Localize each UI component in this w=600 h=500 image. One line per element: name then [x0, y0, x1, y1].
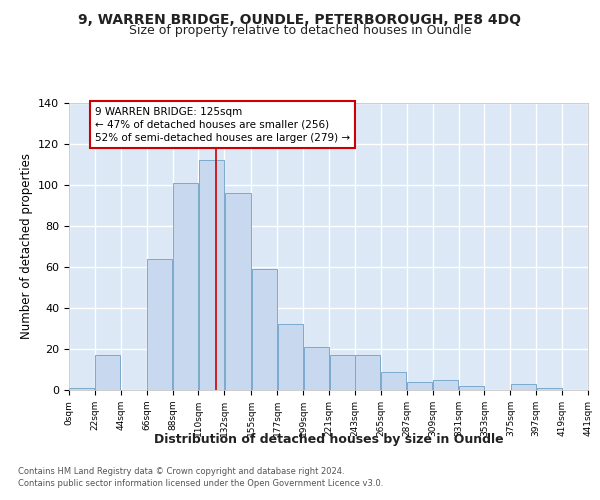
Text: 9 WARREN BRIDGE: 125sqm
← 47% of detached houses are smaller (256)
52% of semi-d: 9 WARREN BRIDGE: 125sqm ← 47% of detache… — [95, 106, 350, 143]
Text: 9, WARREN BRIDGE, OUNDLE, PETERBOROUGH, PE8 4DQ: 9, WARREN BRIDGE, OUNDLE, PETERBOROUGH, … — [79, 12, 521, 26]
Bar — [382, 372, 406, 390]
Y-axis label: Number of detached properties: Number of detached properties — [20, 153, 32, 340]
Text: Distribution of detached houses by size in Oundle: Distribution of detached houses by size … — [154, 432, 503, 446]
Bar — [278, 324, 303, 390]
Bar — [355, 355, 380, 390]
Bar — [70, 388, 94, 390]
Bar — [459, 386, 484, 390]
Bar — [407, 382, 432, 390]
Text: Contains public sector information licensed under the Open Government Licence v3: Contains public sector information licen… — [18, 479, 383, 488]
Text: Size of property relative to detached houses in Oundle: Size of property relative to detached ho… — [129, 24, 471, 37]
Text: Contains HM Land Registry data © Crown copyright and database right 2024.: Contains HM Land Registry data © Crown c… — [18, 468, 344, 476]
Bar — [511, 384, 536, 390]
Bar — [433, 380, 458, 390]
Bar — [304, 347, 329, 390]
Bar — [536, 388, 562, 390]
Bar — [173, 182, 198, 390]
Bar — [252, 269, 277, 390]
Bar — [147, 258, 172, 390]
Bar — [95, 355, 121, 390]
Bar — [225, 193, 251, 390]
Bar — [589, 388, 600, 390]
Bar — [199, 160, 224, 390]
Bar — [329, 355, 355, 390]
